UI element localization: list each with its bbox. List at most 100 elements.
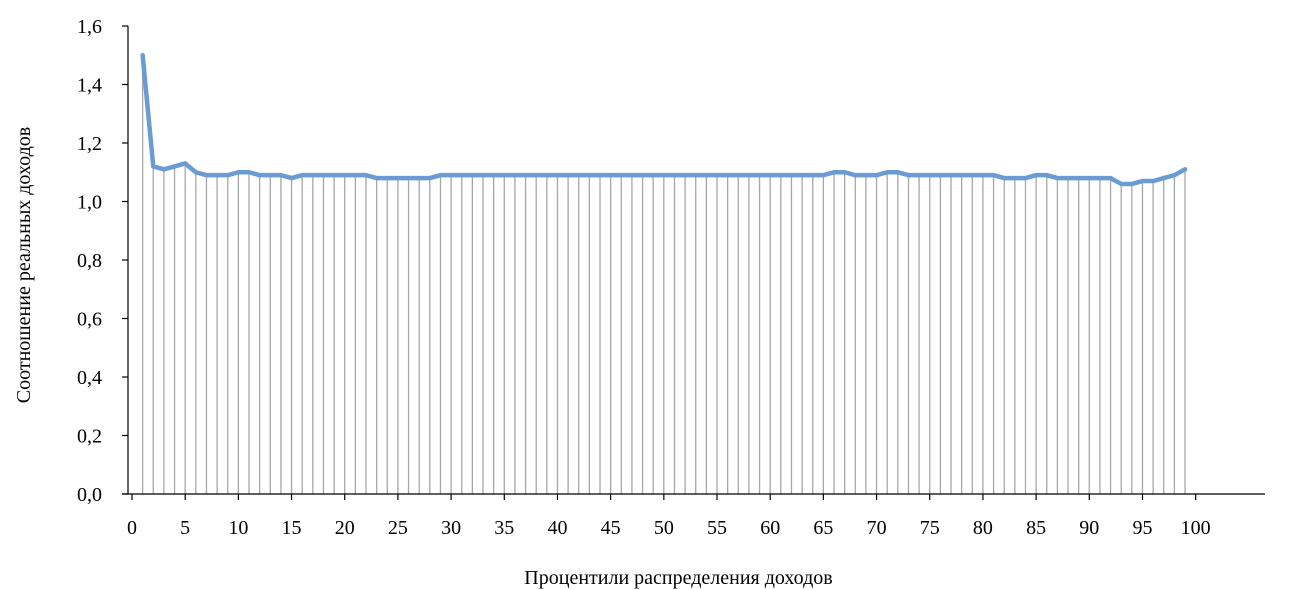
data-point [1023,175,1028,181]
data-point [1055,175,1060,181]
data-point [555,172,560,178]
x-tick-label: 60 [760,517,780,539]
data-point [278,172,284,178]
data-point [980,172,986,178]
x-tick-label: 80 [973,517,993,539]
data-point [448,172,454,178]
data-point [470,172,475,178]
data-point [853,172,858,178]
data-point [821,172,826,178]
x-tick-label: 15 [282,517,302,539]
data-point [321,172,326,178]
data-point [289,175,294,181]
data-point [246,170,252,175]
data-point [225,172,230,178]
data-point [204,172,209,178]
data-point [416,175,422,181]
data-point [299,172,305,178]
data-point [533,172,539,178]
data-point [810,172,815,178]
y-tick-label: 0,6 [77,309,102,331]
data-point [927,172,932,178]
data-point [236,170,241,175]
data-point [970,172,975,178]
x-tick-label: 35 [494,517,514,539]
x-tick-label: 25 [388,517,408,539]
x-tick-label: 30 [441,517,461,539]
data-point [172,164,177,169]
data-point [406,175,411,181]
data-point [576,172,581,178]
data-point [427,175,433,181]
data-point [895,170,901,175]
x-tick-label: 20 [335,517,355,539]
data-point [746,172,752,178]
x-tick-label: 0 [127,517,137,539]
data-point [948,172,954,178]
data-point [438,172,443,178]
data-point [757,172,762,178]
data-point [736,172,741,178]
x-tick-label: 90 [1079,517,1099,539]
x-tick-label: 40 [547,517,567,539]
data-points [140,53,1188,187]
data-point [151,164,156,169]
data-point [778,172,784,178]
data-point [353,172,358,178]
data-point [385,175,390,181]
x-tick-label: 55 [707,517,727,539]
x-tick-label: 45 [601,517,621,539]
data-point [502,172,507,178]
data-point [714,172,720,178]
data-point [885,170,890,175]
data-point [512,172,518,178]
data-point [565,172,571,178]
data-point [938,172,943,178]
data-point [1044,172,1049,178]
series-line [140,53,1188,187]
data-point [991,172,996,178]
x-axis-tick-labels: 0 5 10 15 20 25 30 35 40 45 50 55 60 65 70 75 80 85 90 95 10… [127,517,1211,539]
y-axis-tick-marks [122,25,128,495]
data-point [608,172,613,178]
data-point [725,172,730,178]
y-tick-label: 0,4 [77,367,102,389]
data-point [1119,181,1124,187]
data-point [916,172,922,178]
data-point [619,172,624,178]
data-point [629,172,635,178]
data-point [459,172,464,178]
x-tick-label: 65 [813,517,833,539]
x-tick-label: 85 [1026,517,1046,539]
data-point [1172,172,1177,178]
x-tick-label: 100 [1181,517,1211,539]
data-point [597,172,603,178]
data-point [1002,175,1007,181]
y-tick-label: 1,4 [77,75,102,97]
data-point [831,170,837,175]
x-tick-label: 50 [654,517,674,539]
data-point [863,172,869,178]
y-tick-label: 1,0 [77,192,102,214]
data-point [395,175,401,181]
data-point [1076,175,1081,181]
data-point [523,172,528,178]
data-point [182,161,188,166]
y-axis-tick-labels: 0,0 0,2 0,4 0,6 0,8 1,0 1,2 1,4 1,6 [77,16,102,506]
data-point [1033,172,1039,178]
data-point [480,172,486,178]
data-point [650,172,656,178]
data-point [1108,175,1113,181]
y-tick-label: 0,8 [77,250,102,272]
data-point [1129,181,1135,187]
data-point [874,172,879,178]
x-tick-label: 75 [920,517,940,539]
x-axis-tick-marks [131,494,1197,500]
data-point [704,172,709,178]
data-point [374,175,379,181]
data-point [268,172,273,178]
data-point [906,172,911,178]
data-point [672,172,677,178]
data-point [767,172,773,178]
data-point [661,172,667,178]
